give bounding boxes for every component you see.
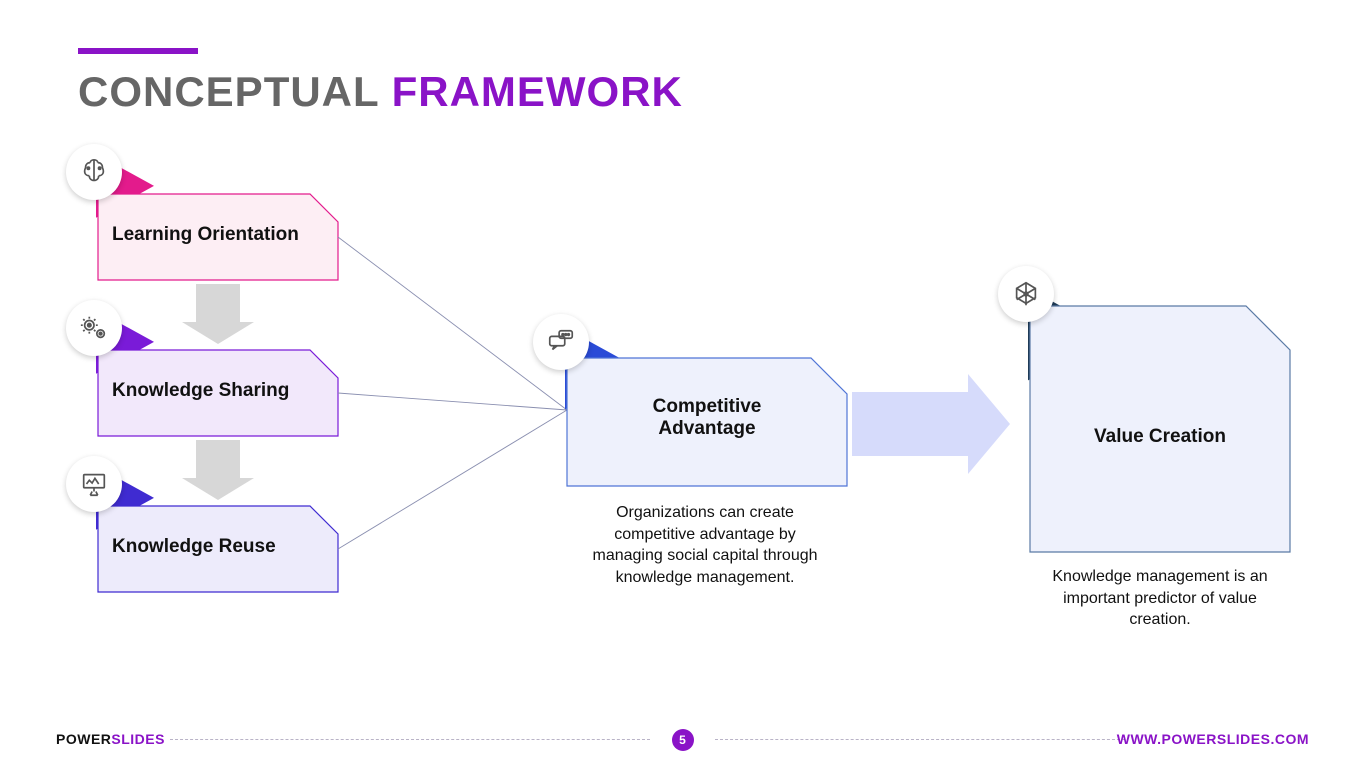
title-word-2: FRAMEWORK	[392, 68, 683, 115]
page-number: 5	[672, 729, 694, 751]
footer-brand: POWERSLIDES	[56, 731, 165, 747]
slide-title: CONCEPTUAL FRAMEWORK	[78, 68, 683, 116]
footer-url: WWW.POWERSLIDES.COM	[1117, 731, 1309, 747]
title-word-1: CONCEPTUAL	[78, 68, 379, 115]
desc-competitive-advantage: Organizations can create competitive adv…	[580, 502, 830, 588]
network-icon	[998, 266, 1054, 322]
desc-value-creation: Knowledge management is an important pre…	[1050, 566, 1270, 631]
footer-brand-1: POWER	[56, 731, 111, 747]
label-knowledge-sharing: Knowledge Sharing	[112, 380, 289, 402]
brain-icon	[66, 144, 122, 200]
footer-brand-2: SLIDES	[111, 731, 165, 747]
title-accent-bar	[78, 48, 198, 54]
gears-icon	[66, 300, 122, 356]
label-knowledge-reuse: Knowledge Reuse	[112, 536, 276, 558]
board-icon	[66, 456, 122, 512]
chat-icon	[533, 314, 589, 370]
label-learning-orientation: Learning Orientation	[112, 224, 299, 246]
footer-line-right	[715, 739, 1125, 740]
label-value-creation: Value Creation	[1070, 426, 1250, 448]
slide-root: CONCEPTUAL FRAMEWORK Learning Orientatio…	[0, 0, 1365, 767]
footer-line-left	[170, 739, 650, 740]
label-competitive-advantage: Competitive Advantage	[607, 396, 807, 440]
